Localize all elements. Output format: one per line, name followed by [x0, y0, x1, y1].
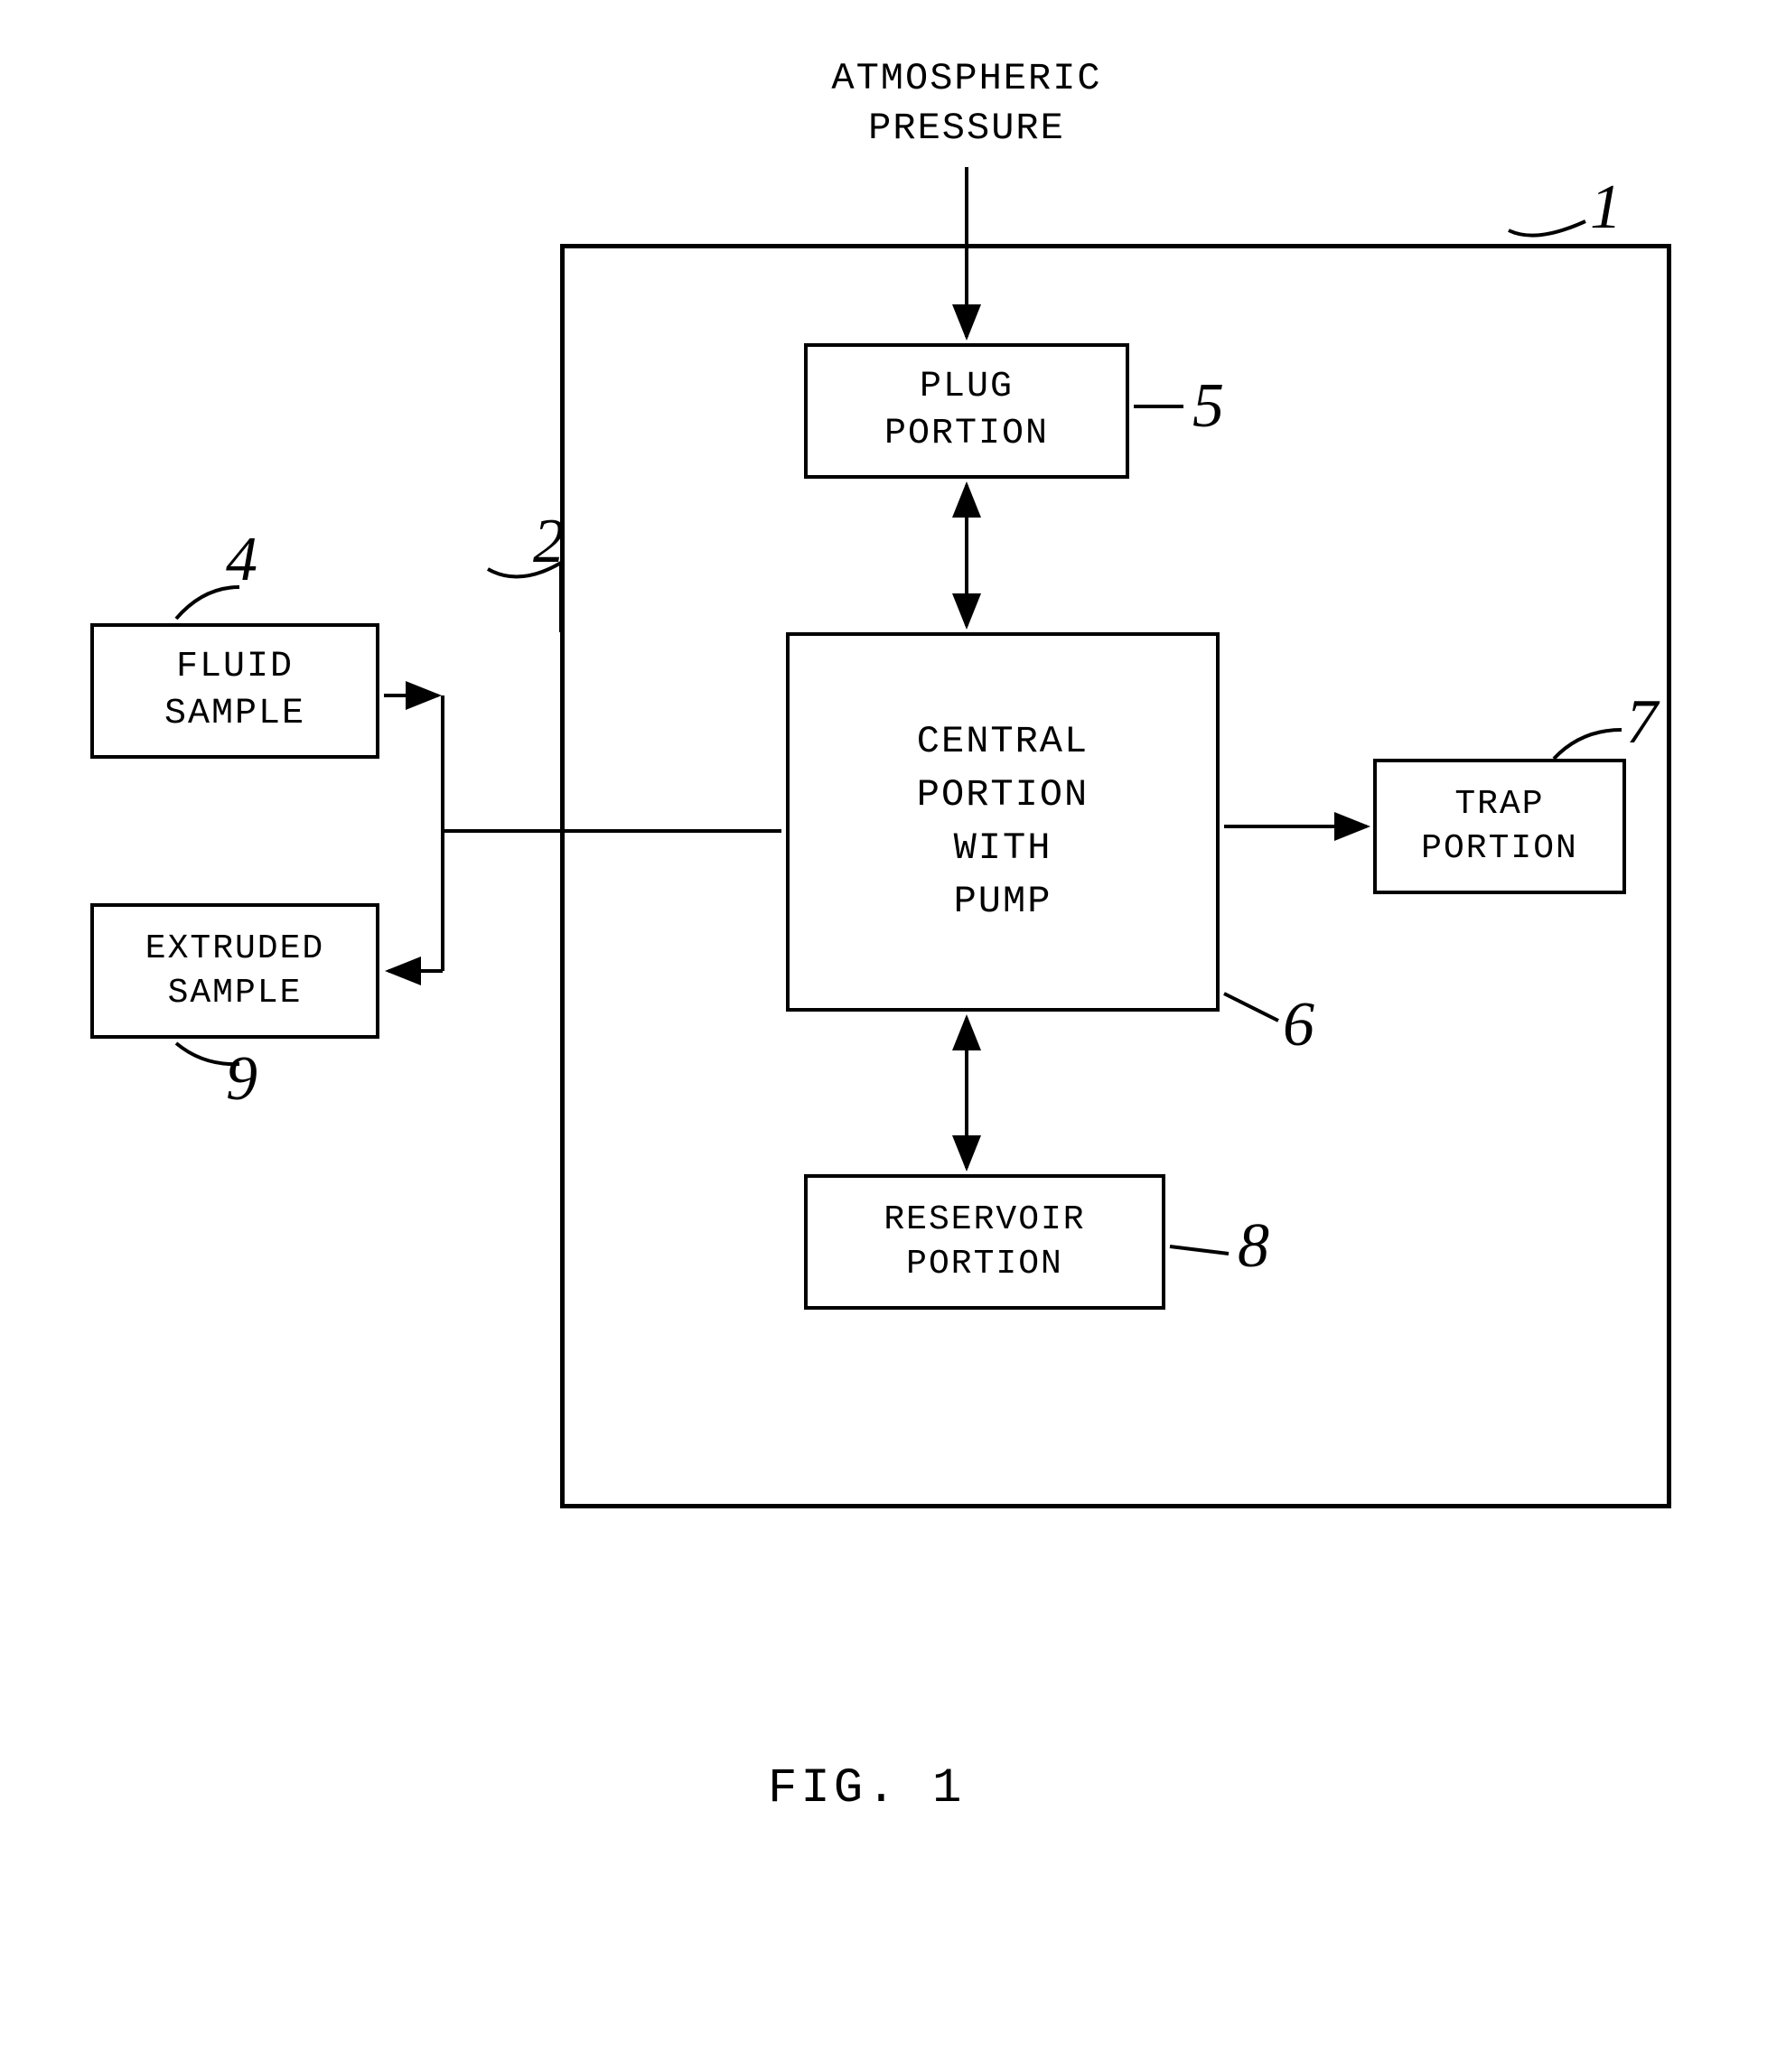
leader-2: [488, 563, 561, 632]
leader-7: [1554, 730, 1622, 759]
diagram-container: ATMOSPHERIC PRESSURE PLUG PORTION CENTRA…: [0, 0, 1786, 2072]
leader-6: [1224, 994, 1278, 1021]
leader-4: [176, 587, 239, 619]
leader-9: [176, 1043, 239, 1064]
leader-8: [1170, 1246, 1229, 1254]
arrows-svg: [0, 0, 1786, 2072]
leader-1: [1509, 221, 1585, 236]
